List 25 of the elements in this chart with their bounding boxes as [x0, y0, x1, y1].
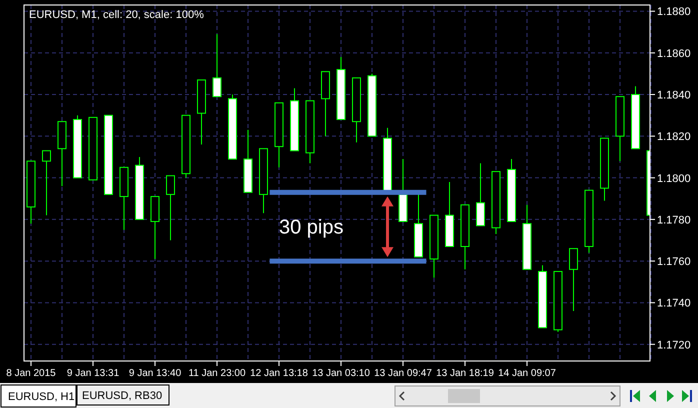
x-tick-label: 9 Jan 13:40: [128, 368, 182, 379]
y-tick-label: 1.1760: [657, 256, 691, 268]
x-tick-label: 13 Jan 18:19: [436, 368, 494, 379]
y-tick-label: 1.1780: [657, 214, 691, 226]
x-tick-label: 8 Jan 2015: [6, 368, 56, 379]
y-tick-label: 1.1880: [657, 6, 691, 18]
candlestick: [166, 175, 175, 241]
y-tick-label: 1.1820: [657, 131, 691, 144]
annotation: 30 pips: [279, 216, 344, 239]
y-tick-label: 1.1840: [657, 90, 691, 102]
x-tick-label: 12 Jan 13:18: [250, 368, 308, 379]
y-tick-label: 1.1860: [657, 48, 691, 60]
x-tick-label: 11 Jan 23:00: [188, 368, 246, 379]
y-tick-label: 1.1740: [657, 298, 691, 310]
x-tick-label: 14 Jan 09:07: [498, 368, 556, 379]
candlestick: [42, 150, 51, 216]
y-tick-label: 1.1720: [657, 339, 691, 352]
candlestick: [476, 162, 485, 226]
candlestick: [212, 34, 222, 98]
y-tick-label: 1.1800: [657, 172, 691, 185]
chart-title: EURUSD, M1, cell: 20, scale: 100%: [29, 9, 204, 21]
candlestick: [569, 248, 578, 312]
x-tick-label: 13 Jan 03:10: [312, 368, 370, 379]
x-tick-label: 13 Jan 09:47: [374, 368, 432, 379]
x-tick-label: 9 Jan 13:31: [66, 368, 120, 379]
